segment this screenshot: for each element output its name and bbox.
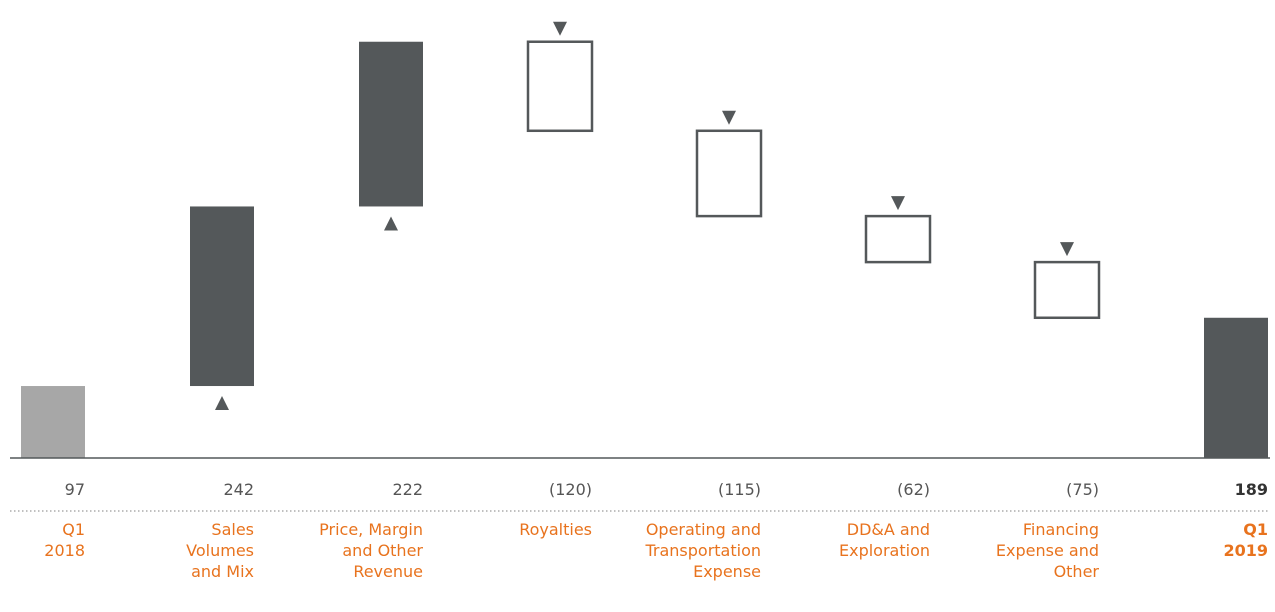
bar-0 xyxy=(21,386,85,458)
category-label-1: Sales Volumes and Mix xyxy=(186,520,254,581)
category-label-2: Price, Margin and Other Revenue xyxy=(319,520,423,581)
bar-4 xyxy=(695,129,763,218)
down-arrow-icon xyxy=(553,21,567,36)
category-label-7: Q1 2019 xyxy=(1223,520,1268,560)
down-arrow-icon xyxy=(722,110,736,125)
up-arrow-icon xyxy=(384,216,398,231)
category-label-0: Q1 2018 xyxy=(44,520,85,560)
down-arrow-icon xyxy=(891,196,905,211)
bar-2 xyxy=(359,41,423,207)
bar-1 xyxy=(190,206,254,387)
bar-3 xyxy=(526,40,594,133)
category-label-6: Financing Expense and Other xyxy=(996,520,1100,581)
bar-6 xyxy=(1033,260,1101,320)
value-label-3: (120) xyxy=(549,480,592,499)
value-label-0: 97 xyxy=(65,480,85,499)
up-arrow-icon xyxy=(215,396,229,411)
value-label-2: 222 xyxy=(392,480,423,499)
down-arrow-icon xyxy=(1060,242,1074,257)
category-label-5: DD&A and Exploration xyxy=(839,520,930,560)
value-label-1: 242 xyxy=(223,480,254,499)
value-label-4: (115) xyxy=(718,480,761,499)
value-label-5: (62) xyxy=(897,480,930,499)
bar-7 xyxy=(1204,317,1268,458)
category-label-3: Royalties xyxy=(519,520,592,539)
bar-5 xyxy=(864,214,932,264)
category-label-4: Operating and Transportation Expense xyxy=(644,520,761,581)
value-label-7: 189 xyxy=(1235,480,1268,499)
value-label-6: (75) xyxy=(1066,480,1099,499)
